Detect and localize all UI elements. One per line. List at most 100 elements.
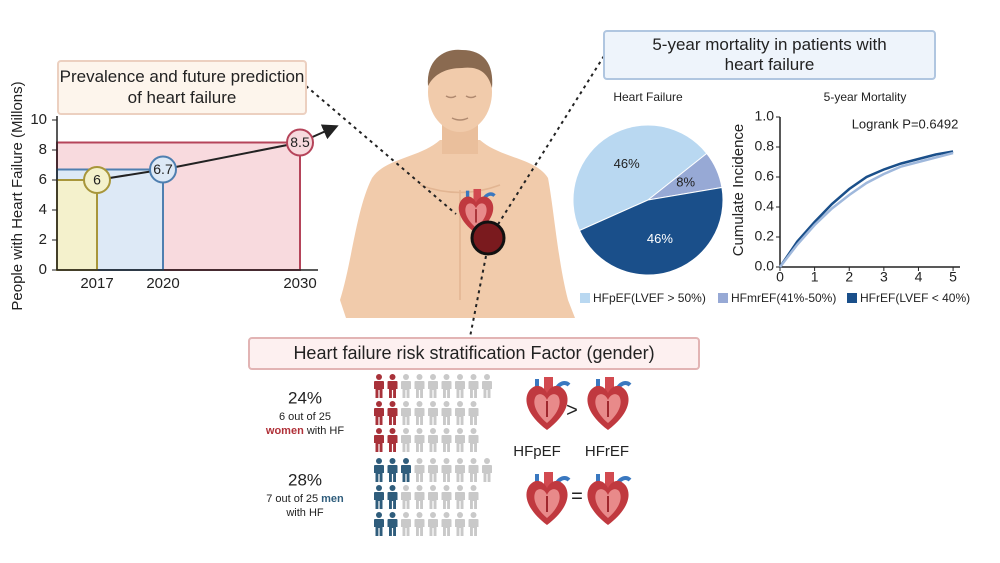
y-tick-label: 8: [39, 141, 47, 158]
person-icon: [428, 512, 438, 536]
value-label: 6.7: [153, 161, 173, 177]
y-tick-label: 6: [39, 171, 47, 188]
value-label: 8.5: [290, 134, 310, 150]
person-icon: [441, 374, 452, 398]
x-tick-label: 2: [845, 269, 853, 285]
of: out of: [275, 493, 303, 505]
of: out of: [288, 411, 316, 423]
person-icon: [401, 428, 411, 452]
person-icon: [387, 512, 398, 536]
chart-title: 5-year Mortality: [824, 90, 907, 104]
incidence-curve: [778, 150, 954, 268]
person-icon: [387, 401, 398, 425]
person-icon: [428, 428, 438, 452]
hf-type-label: HFrEF: [585, 443, 629, 460]
value-marker: [149, 155, 177, 184]
person-icon: [468, 401, 479, 425]
person-icon: [414, 374, 425, 398]
person-icon: [428, 401, 438, 425]
person-icon: [414, 512, 425, 536]
person-icon: [374, 458, 384, 482]
y-tick-label: 0.8: [755, 138, 775, 154]
men-percent: 28%: [288, 470, 322, 489]
connectors: [305, 55, 605, 338]
person-icon: [455, 512, 465, 536]
value-marker: [83, 166, 111, 194]
legend-swatch: [580, 293, 590, 303]
person-icon: [374, 401, 384, 425]
person-icon: [387, 428, 398, 452]
women-count: 6 out of 25: [279, 411, 331, 423]
person-icon: [455, 458, 465, 482]
person-icon: [414, 458, 425, 482]
suffix: with HF: [306, 425, 345, 437]
men-count: 7 out of 25 men: [266, 493, 344, 505]
person-icon: [455, 374, 465, 398]
y-tick-label: 0.4: [755, 198, 775, 214]
person-icon: [414, 401, 425, 425]
person-icon: [455, 428, 465, 452]
person-icon: [468, 485, 479, 509]
annotation: Logrank P=0.6492: [852, 116, 959, 131]
person-icon: [468, 512, 479, 536]
person-icon: [401, 512, 411, 536]
incidence-curve: [779, 151, 954, 268]
person-icon: [374, 374, 384, 398]
count: 6: [279, 411, 285, 423]
risk-title: Heart failure risk stratification Factor…: [248, 337, 700, 370]
women-group: women with HF: [265, 425, 344, 437]
pie-slice: [578, 186, 724, 276]
x-tick-label: 2017: [80, 275, 113, 292]
y-tick-label: 10: [30, 111, 47, 128]
value-marker: [286, 128, 314, 157]
person-icon: [441, 458, 452, 482]
person-icon: [401, 485, 411, 509]
person-icon: [387, 458, 398, 482]
y-tick-label: 0.0: [755, 258, 775, 274]
legend-swatch: [847, 293, 857, 303]
person-icon: [441, 512, 452, 536]
person-icon: [401, 401, 411, 425]
group: men: [321, 493, 344, 505]
person-icon: [374, 512, 384, 536]
prevalence-title: Prevalence and future prediction of hear…: [57, 60, 307, 115]
person-icon: [468, 374, 479, 398]
legend-label: HFpEF(LVEF > 50%): [593, 291, 706, 305]
x-tick-label: 0: [776, 269, 784, 285]
x-tick-label: 3: [880, 269, 888, 285]
person-icon: [482, 374, 492, 398]
person-icon: [428, 374, 438, 398]
women-percent: 24%: [288, 388, 322, 407]
total: 25: [306, 493, 318, 505]
person-icon: [455, 485, 465, 509]
person-icon: [441, 401, 452, 425]
person-icon: [387, 485, 398, 509]
person-icon: [374, 485, 384, 509]
y-tick-label: 0: [39, 261, 47, 278]
pie-slice: [572, 124, 708, 232]
men-suffix: with HF: [285, 507, 324, 519]
mortality-title: 5-year mortality in patients with heart …: [603, 30, 936, 80]
person-icon: [414, 428, 425, 452]
value-label: 6: [93, 172, 101, 188]
x-tick-label: 5: [949, 269, 957, 285]
legend-label: HFrEF(LVEF < 40%): [860, 291, 970, 305]
y-tick-label: 0.6: [755, 168, 775, 184]
legend-label: HFmrEF(41%-50%): [731, 291, 836, 305]
body-illustration: [340, 49, 575, 318]
person-icon: [428, 485, 438, 509]
x-tick-label: 1: [811, 269, 819, 285]
compare-symbol: =: [571, 485, 583, 507]
person-icon: [441, 485, 452, 509]
person-icon: [428, 458, 438, 482]
person-icon: [401, 374, 411, 398]
x-tick-label: 2030: [283, 275, 316, 292]
legend-swatch: [718, 293, 728, 303]
person-icon: [468, 428, 479, 452]
y-tick-label: 0.2: [755, 228, 775, 244]
count: 7: [266, 493, 272, 505]
y-axis-label: People with Heart Failure (Millons): [9, 81, 26, 310]
person-icon: [468, 458, 479, 482]
